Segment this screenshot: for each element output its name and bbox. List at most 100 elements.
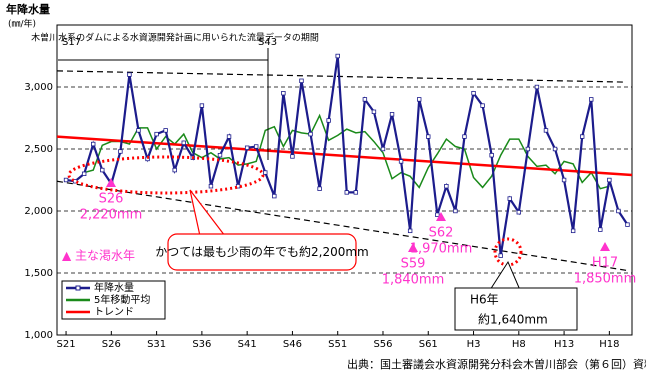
period-start: S17 <box>62 37 81 48</box>
point <box>63 177 69 183</box>
point <box>154 131 159 137</box>
point <box>308 131 313 137</box>
callout-pointer <box>189 189 226 237</box>
x-tick-label: H3 <box>467 339 481 350</box>
point <box>534 84 540 90</box>
point <box>407 228 413 234</box>
drought-value: 1,840mm <box>382 273 445 288</box>
h6-pointer <box>489 260 521 291</box>
point <box>625 222 630 227</box>
x-tick-label: S46 <box>283 339 302 350</box>
drought-label: S26 <box>99 192 124 207</box>
x-tick-label: S31 <box>147 339 166 350</box>
x-tick-label: H8 <box>512 339 526 350</box>
drought-label: H17 <box>592 256 618 271</box>
point <box>480 103 485 108</box>
drought-value: 2,220mm <box>80 208 143 223</box>
drought-legend: ▲ 主な渇水年 <box>62 249 135 263</box>
series-line <box>83 113 610 190</box>
callout-text: かつては最も少雨の年でも約2,200mm <box>155 244 369 259</box>
point <box>335 53 340 59</box>
point <box>616 208 621 214</box>
point <box>217 152 223 158</box>
point <box>317 186 322 191</box>
point <box>91 141 96 147</box>
point <box>163 128 168 133</box>
period-note: 木曽川水系のダムによる水資源開発計画に用いられた流量データの期間 <box>31 32 319 44</box>
h6-box <box>454 287 578 331</box>
drought-marker <box>106 178 116 187</box>
source: 出典：国土審議会水資源開発分科会木曽川部会（第６回）資料 <box>347 357 646 371</box>
y-tick-label: 1,000 <box>24 330 53 341</box>
x-tick-label: S51 <box>328 339 347 350</box>
point <box>426 134 431 139</box>
x-tick-label: H13 <box>554 339 574 350</box>
point <box>244 145 250 150</box>
y-tick-label: 1,500 <box>24 268 53 279</box>
point <box>254 144 259 149</box>
legend-label: トレンド <box>94 307 134 318</box>
point <box>498 253 503 258</box>
point <box>353 190 359 195</box>
note-box <box>80 30 270 60</box>
point <box>181 140 186 145</box>
h6-value: 約1,640mm <box>478 312 548 327</box>
point <box>208 183 214 189</box>
y-tick-label: 2,500 <box>24 144 53 155</box>
drought-value: 1,970mm <box>410 242 473 257</box>
drought-marker <box>408 243 418 252</box>
point <box>263 170 268 175</box>
point <box>290 154 295 159</box>
x-tick-label: S41 <box>238 339 257 350</box>
drought-marker <box>600 242 610 251</box>
point <box>380 146 386 152</box>
point <box>489 152 494 158</box>
drought-label: S62 <box>429 226 454 241</box>
x-tick-label: S26 <box>102 339 121 350</box>
y-tick-label: 2,000 <box>24 206 53 217</box>
period-end: S43 <box>258 37 277 48</box>
point <box>579 134 585 139</box>
point <box>172 167 177 173</box>
point <box>118 149 123 154</box>
x-tick-label: H18 <box>599 339 619 350</box>
point <box>462 134 467 139</box>
point <box>598 227 603 232</box>
x-tick-label: S56 <box>373 339 392 350</box>
y-axis-unit: (㎜/年) <box>8 18 36 30</box>
point <box>371 109 377 114</box>
point <box>100 167 105 173</box>
point <box>127 72 132 77</box>
drought-value: 1,850mm <box>574 272 637 287</box>
point <box>589 97 594 102</box>
point <box>471 91 476 96</box>
point <box>145 156 150 162</box>
x-tick-label: S61 <box>419 339 438 350</box>
drought-marker <box>436 212 446 221</box>
x-tick-label: S21 <box>57 339 76 350</box>
point <box>272 193 277 199</box>
point <box>525 146 531 152</box>
point <box>281 91 286 96</box>
point <box>444 183 449 189</box>
point <box>552 146 558 152</box>
point <box>389 112 395 117</box>
legend-label: 年降水量 <box>94 281 134 294</box>
point <box>81 171 87 176</box>
point <box>136 128 141 133</box>
point <box>299 78 304 83</box>
point <box>453 208 458 214</box>
point <box>607 177 612 183</box>
callout-box <box>167 233 357 271</box>
point <box>543 128 549 133</box>
point <box>570 228 576 234</box>
point <box>435 212 440 217</box>
point <box>226 134 232 139</box>
point <box>199 103 205 108</box>
y-tick-label: 3,000 <box>24 82 53 93</box>
point <box>362 97 368 102</box>
point <box>417 97 422 102</box>
legend-swatch <box>75 285 81 291</box>
h6-title: H6年 <box>470 293 499 307</box>
